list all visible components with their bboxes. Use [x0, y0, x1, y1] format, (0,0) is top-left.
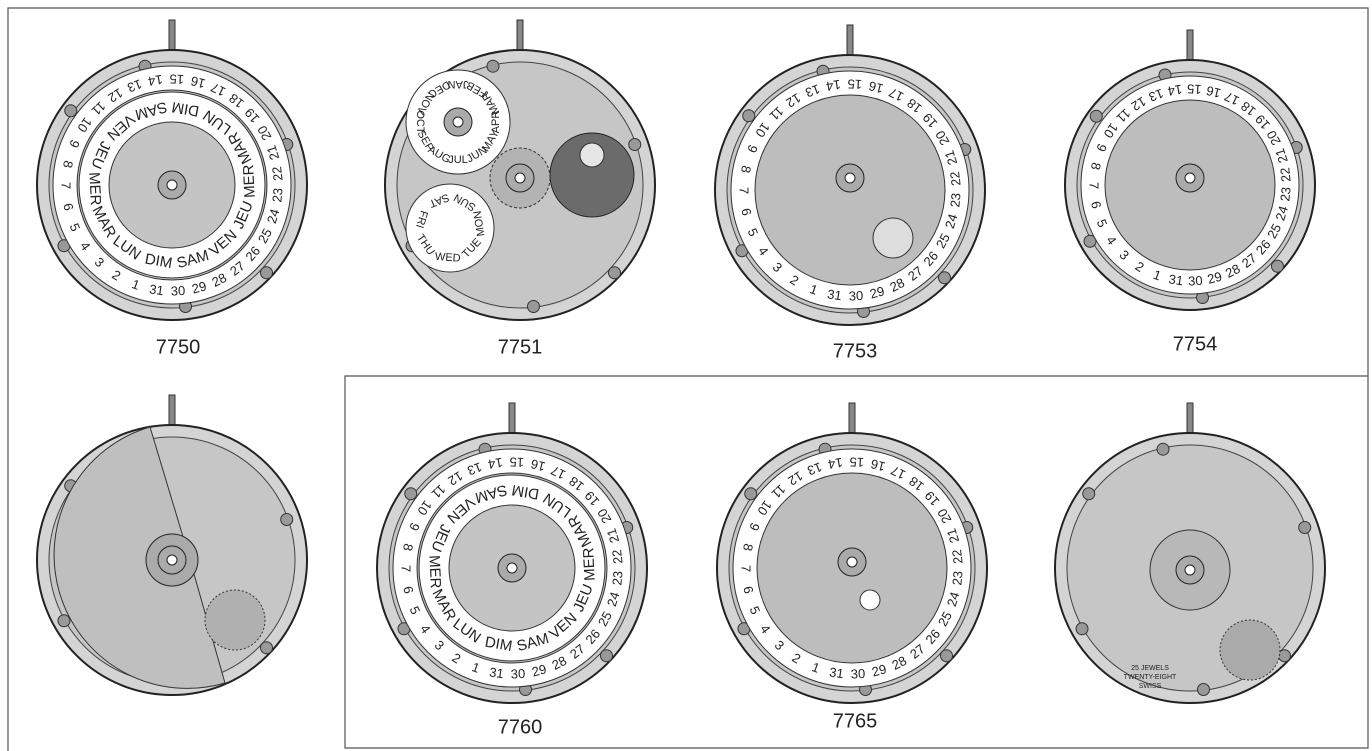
ring-label: MER: [240, 164, 259, 198]
ring-label: 23: [1277, 186, 1293, 202]
screw: [281, 514, 293, 526]
crown-stem: [169, 20, 175, 50]
screw: [528, 301, 540, 313]
pinion-core: [507, 563, 517, 573]
ring-label: 31: [1168, 271, 1185, 288]
screw: [58, 615, 70, 627]
screw: [601, 650, 613, 662]
ring-label: 30: [1188, 273, 1203, 289]
pinion-core: [515, 173, 525, 183]
ring-label: 30: [510, 666, 525, 682]
page: {"movements": [ {"label": "7750"}, {"lab…: [0, 0, 1372, 751]
screw: [1090, 110, 1102, 122]
pinion-core: [453, 117, 463, 127]
pinion-core: [167, 555, 177, 565]
ring-label: 15: [847, 76, 862, 92]
ring-label: 22: [1277, 167, 1293, 183]
crown-stem: [849, 403, 855, 433]
movement-label: 7750: [156, 336, 201, 358]
screw: [1299, 522, 1311, 534]
ring-label: 7: [1087, 182, 1102, 189]
movement-label: 7754: [1173, 333, 1218, 355]
crown-stem: [517, 20, 523, 50]
crown-stem: [509, 403, 515, 433]
screw: [745, 488, 757, 500]
moon: [580, 143, 604, 167]
ring-label: 31: [828, 664, 845, 681]
crown-stem: [169, 395, 175, 425]
ring-label: 14: [147, 72, 164, 89]
ring-label: 30: [170, 283, 185, 299]
ring-label: 15: [1187, 81, 1202, 97]
movement-label: 7751: [498, 336, 543, 358]
engraving: TWENTY-EIGHT: [1124, 674, 1177, 681]
screw: [609, 267, 621, 279]
ring-label: MER: [580, 547, 599, 581]
screw: [1272, 260, 1284, 272]
crown-stem: [1187, 403, 1193, 433]
ring-label: 30: [848, 288, 863, 304]
screw: [405, 488, 417, 500]
screw: [939, 272, 951, 284]
screw: [1083, 488, 1095, 500]
pinion-core: [1185, 173, 1195, 183]
screw: [487, 60, 499, 72]
ring-label: 7: [739, 565, 754, 572]
ring-label: 31: [826, 286, 843, 303]
ring-label: 31: [148, 281, 165, 298]
ring-label: 14: [1167, 82, 1184, 99]
engraving: SWISS: [1139, 683, 1162, 690]
crown-stem: [1187, 30, 1193, 60]
balance: [1220, 620, 1280, 680]
screw: [941, 650, 953, 662]
ring-label: 23: [949, 570, 965, 586]
ring-label: 15: [509, 454, 524, 470]
screw: [261, 267, 273, 279]
ring-label: MER: [425, 555, 444, 589]
screw: [629, 139, 641, 151]
ring-label: 15: [849, 454, 864, 470]
screw: [1198, 684, 1210, 696]
ring-label: 7: [59, 182, 74, 189]
pinion-core: [845, 173, 855, 183]
screw: [743, 110, 755, 122]
ring-label: 14: [487, 455, 504, 472]
ring-label: 22: [269, 166, 285, 182]
ring-label: WED: [435, 251, 462, 265]
ring-label: 23: [947, 192, 963, 208]
screw: [261, 642, 273, 654]
ring-label: 22: [949, 549, 965, 565]
engraving: 25 JEWELS: [1131, 665, 1169, 672]
pinion-core: [167, 180, 177, 190]
movement-label: 7760: [498, 716, 543, 738]
ring-label: 23: [609, 570, 625, 586]
ring-label: 31: [488, 664, 505, 681]
sub-wheel: [873, 218, 913, 258]
pinion-core: [847, 557, 857, 567]
ring-label: 14: [827, 455, 844, 472]
ring-label: 15: [169, 71, 184, 87]
ring-label: 22: [609, 549, 625, 565]
movement-label: 7753: [833, 340, 878, 362]
ring-label: 30: [850, 666, 865, 682]
movement-label: 7765: [833, 710, 878, 732]
movement-sheet: 1234567891011121314151617181920212223242…: [0, 0, 1372, 751]
ring-label: MER: [85, 172, 104, 206]
ring-label: 7: [737, 187, 752, 194]
balance: [205, 590, 265, 650]
hole: [860, 590, 880, 610]
pinion-core: [1185, 565, 1195, 575]
screw: [1076, 623, 1088, 635]
crown-stem: [847, 25, 853, 55]
ring-label: 23: [269, 187, 285, 203]
ring-label: 7: [399, 565, 414, 572]
screw: [1157, 443, 1169, 455]
ring-label: 14: [825, 77, 842, 94]
screw: [65, 105, 77, 117]
ring-label: 22: [947, 171, 963, 187]
